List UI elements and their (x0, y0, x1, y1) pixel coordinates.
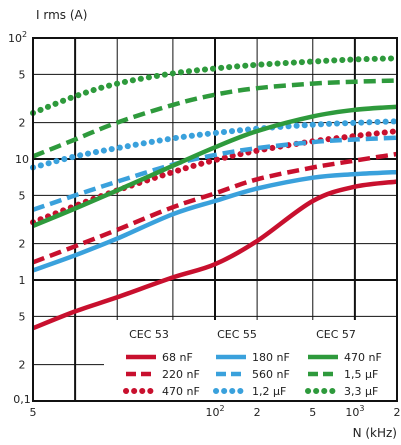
legend-group-title: CEC 53 (129, 328, 169, 341)
y-tick-label: 5 (19, 68, 26, 81)
series-line-cec-57-1-5-f (32, 78, 398, 159)
x-tick-label: 2 (254, 406, 261, 419)
y-tick-label: 5 (19, 189, 26, 202)
legend-label: 470 nF (162, 385, 200, 398)
series-line-cec-55-560-nf (32, 135, 398, 212)
x-axis-title: N (kHz) (353, 426, 397, 440)
series-line-cec-57-3-3-f (30, 55, 400, 116)
y-tick-label: 0,1 (13, 393, 31, 406)
plot-frame (32, 37, 398, 402)
legend: CEC 53 68 nF 220 nF 470 nF CEC 55 180 nF 560 n… (104, 320, 396, 400)
x-tick-label: 2 (394, 406, 401, 419)
series-line-cec-53-68-nf (32, 179, 398, 331)
legend-label: 180 nF (252, 351, 290, 364)
y-tick-label: 2 (19, 359, 26, 372)
x-tick-label: 102 (205, 404, 224, 419)
series-line-cec-55-180-nf (32, 169, 398, 273)
legend-label: 3,3 µF (344, 385, 378, 398)
y-tick-label: 2 (19, 238, 26, 251)
legend-label: 1,2 µF (252, 385, 286, 398)
x-tick-label: 103 (345, 404, 364, 419)
legend-label: 220 nF (162, 368, 200, 381)
legend-label: 470 nF (344, 351, 382, 364)
frame-layer (32, 37, 398, 402)
legend-label: 68 nF (162, 351, 193, 364)
legend-group-title: CEC 55 (217, 328, 257, 341)
series-layer (30, 55, 400, 331)
series-line-cec-55-1-2-f (30, 118, 400, 171)
y-tick-label: 10 (15, 153, 29, 166)
x-tick-label: 5 (30, 406, 37, 419)
y-tick-label: 5 (19, 310, 26, 323)
series-line-cec-57-470-nf (32, 104, 398, 228)
y-tick-label: 1 (19, 274, 26, 287)
y-axis-title: I rms (A) (36, 8, 87, 22)
legend-box (104, 320, 396, 400)
series-line-cec-53-220-nf (32, 151, 398, 265)
y-tick-label: 102 (8, 30, 27, 45)
y-tick-label: 2 (19, 117, 26, 130)
legend-label: 560 nF (252, 368, 290, 381)
legend-group-title: CEC 57 (316, 328, 356, 341)
legend-label: 1,5 µF (344, 368, 378, 381)
x-tick-label: 5 (309, 406, 316, 419)
